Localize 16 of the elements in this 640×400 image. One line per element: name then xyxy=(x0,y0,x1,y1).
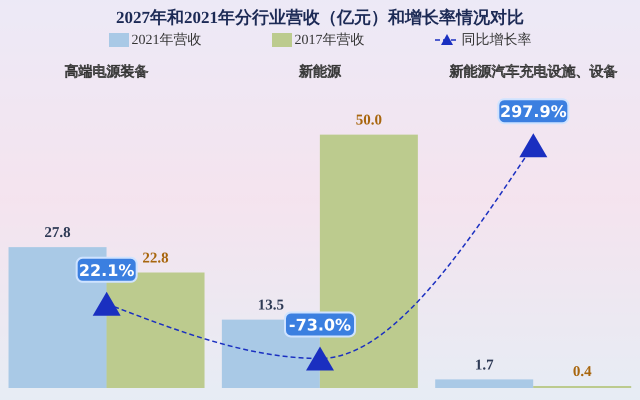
data-label: 27.8 xyxy=(44,225,71,242)
x-tick-label: 新能源 xyxy=(298,63,342,80)
x-tick-label: 新能源汽车充电设施、设备 xyxy=(448,63,618,80)
data-label: 22.1% xyxy=(78,260,134,280)
data-label: -73.0% xyxy=(288,315,352,334)
data-label: 50.0 xyxy=(356,112,382,129)
legend-label: 同比增长率 xyxy=(462,31,532,49)
data-label: 0.4 xyxy=(572,364,592,380)
data-label: 22.8 xyxy=(142,250,169,266)
legend-label: 2017年营收 xyxy=(294,32,364,49)
legend-label: 2021年营收 xyxy=(132,32,202,49)
x-tick-label: 高端电源装备 xyxy=(64,63,149,80)
data-label: 13.5 xyxy=(258,298,284,314)
data-label: 297.9% xyxy=(500,102,567,122)
chart-title: 2027年和2021年分行业营收（亿元）和增长率情况对比 xyxy=(115,7,525,29)
data-label: 1.7 xyxy=(474,357,494,374)
